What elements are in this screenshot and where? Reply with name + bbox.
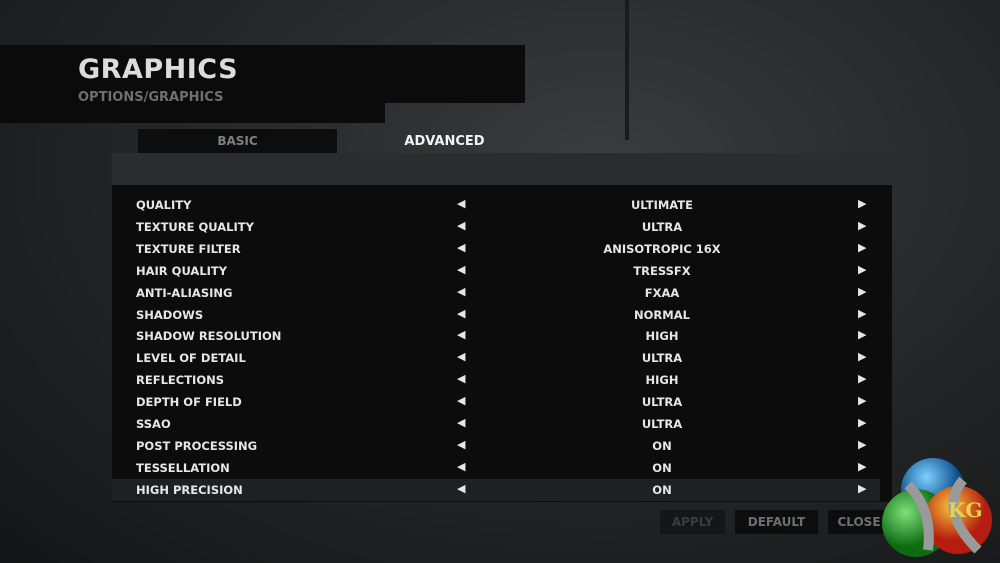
setting-row-texture-quality[interactable]: TEXTURE QUALITY ◀ ULTRA ▶ <box>112 216 880 238</box>
tab-advanced[interactable]: ADVANCED <box>404 134 485 149</box>
title-band-lower <box>0 100 385 123</box>
arrow-left-icon[interactable]: ◀ <box>457 218 466 232</box>
setting-label: POST PROCESSING <box>136 438 258 453</box>
arrow-right-icon[interactable]: ▶ <box>858 437 867 451</box>
setting-label: REFLECTIONS <box>136 373 224 388</box>
setting-row-shadow-resolution[interactable]: SHADOW RESOLUTION ◀ HIGH ▶ <box>112 325 880 347</box>
setting-label: LEVEL OF DETAIL <box>136 351 246 366</box>
setting-label: TEXTURE QUALITY <box>136 219 254 234</box>
setting-label: HIGH PRECISION <box>136 482 243 497</box>
arrow-left-icon[interactable]: ◀ <box>457 394 466 408</box>
setting-value: ON <box>652 460 672 475</box>
breadcrumb: OPTIONS/GRAPHICS <box>78 90 224 105</box>
setting-value: ULTRA <box>641 351 683 366</box>
settings-panel <box>112 185 892 502</box>
setting-value: FXAA <box>644 285 680 300</box>
arrow-left-icon[interactable]: ◀ <box>457 481 466 495</box>
setting-row-high-precision[interactable]: HIGH PRECISION ◀ ON ▶ <box>112 478 880 501</box>
title-band <box>0 45 525 103</box>
apply-button[interactable]: APPLY <box>660 510 725 534</box>
setting-value: ULTRA <box>641 395 683 410</box>
arrow-right-icon[interactable]: ▶ <box>858 197 867 210</box>
setting-label: SHADOW RESOLUTION <box>136 329 282 344</box>
arrow-left-icon[interactable]: ◀ <box>457 437 466 451</box>
setting-value: ULTIMATE <box>630 198 694 212</box>
setting-label: TEXTURE FILTER <box>136 241 241 256</box>
setting-row-ssao[interactable]: SSAO ◀ ULTRA ▶ <box>112 413 880 435</box>
arrow-right-icon[interactable]: ▶ <box>858 394 867 408</box>
arrow-right-icon[interactable]: ▶ <box>858 240 867 254</box>
arrow-left-icon[interactable]: ◀ <box>457 372 466 386</box>
setting-label: TESSELLATION <box>136 460 230 475</box>
setting-value: ULTRA <box>641 417 683 431</box>
setting-row-texture-filter[interactable]: TEXTURE FILTER ◀ ANISOTROPIC 16X ▶ <box>112 238 880 260</box>
setting-value: HIGH <box>645 329 679 344</box>
arrow-left-icon[interactable]: ◀ <box>457 416 466 429</box>
arrow-right-icon[interactable]: ▶ <box>858 306 867 320</box>
arrow-left-icon[interactable]: ◀ <box>457 240 466 254</box>
setting-label: SHADOWS <box>136 307 204 322</box>
setting-row-reflections[interactable]: REFLECTIONS ◀ HIGH ▶ <box>112 369 880 391</box>
arrow-right-icon[interactable]: ▶ <box>858 416 867 429</box>
setting-row-post-processing[interactable]: POST PROCESSING ◀ ON ▶ <box>112 435 880 457</box>
setting-row-level-of-detail[interactable]: LEVEL OF DETAIL ◀ ULTRA ▶ <box>112 347 880 369</box>
setting-label: SSAO <box>136 417 171 431</box>
setting-label: ANTI-ALIASING <box>136 285 233 300</box>
setting-row-tessellation[interactable]: TESSELLATION ◀ ON ▶ <box>112 457 880 479</box>
arrow-right-icon[interactable]: ▶ <box>858 459 867 473</box>
arrow-right-icon[interactable]: ▶ <box>858 372 867 386</box>
arrow-left-icon[interactable]: ◀ <box>457 350 466 364</box>
arrow-left-icon[interactable]: ◀ <box>457 262 466 276</box>
setting-value: ON <box>652 482 672 497</box>
setting-value: ULTRA <box>641 219 683 234</box>
arrow-left-icon[interactable]: ◀ <box>457 459 466 473</box>
arrow-right-icon[interactable]: ▶ <box>858 284 867 298</box>
setting-value: HIGH <box>645 373 679 388</box>
tab-basic[interactable]: BASIC <box>138 129 337 154</box>
setting-label: HAIR QUALITY <box>136 263 228 278</box>
setting-value: ANISOTROPIC 16X <box>603 241 721 256</box>
arrow-right-icon[interactable]: ▶ <box>858 262 867 276</box>
kg-watermark-logo: KG <box>882 458 992 557</box>
arrow-right-icon[interactable]: ▶ <box>858 328 867 342</box>
setting-row-quality[interactable]: QUALITY ◀ ULTIMATE ▶ <box>112 194 880 216</box>
setting-value: NORMAL <box>634 307 690 322</box>
arrow-left-icon[interactable]: ◀ <box>457 306 466 320</box>
setting-label: DEPTH OF FIELD <box>136 395 242 410</box>
arrow-right-icon[interactable]: ▶ <box>858 350 867 364</box>
close-button[interactable]: CLOSE <box>828 510 890 534</box>
background-mast <box>625 0 629 140</box>
setting-value: ON <box>652 438 672 453</box>
setting-row-depth-of-field[interactable]: DEPTH OF FIELD ◀ ULTRA ▶ <box>112 391 880 413</box>
panel-header-strip <box>112 153 892 185</box>
page-title: GRAPHICS <box>78 54 239 85</box>
logo-text: KG <box>948 498 982 522</box>
setting-label: QUALITY <box>136 198 192 212</box>
setting-row-shadows[interactable]: SHADOWS ◀ NORMAL ▶ <box>112 304 880 326</box>
arrow-right-icon[interactable]: ▶ <box>858 481 867 495</box>
setting-value: TRESSFX <box>633 263 691 278</box>
arrow-left-icon[interactable]: ◀ <box>457 328 466 342</box>
default-button[interactable]: DEFAULT <box>735 510 818 534</box>
setting-row-anti-aliasing[interactable]: ANTI-ALIASING ◀ FXAA ▶ <box>112 282 880 304</box>
arrow-right-icon[interactable]: ▶ <box>858 218 867 232</box>
arrow-left-icon[interactable]: ◀ <box>457 197 466 210</box>
arrow-left-icon[interactable]: ◀ <box>457 284 466 298</box>
setting-row-hair-quality[interactable]: HAIR QUALITY ◀ TRESSFX ▶ <box>112 260 880 282</box>
